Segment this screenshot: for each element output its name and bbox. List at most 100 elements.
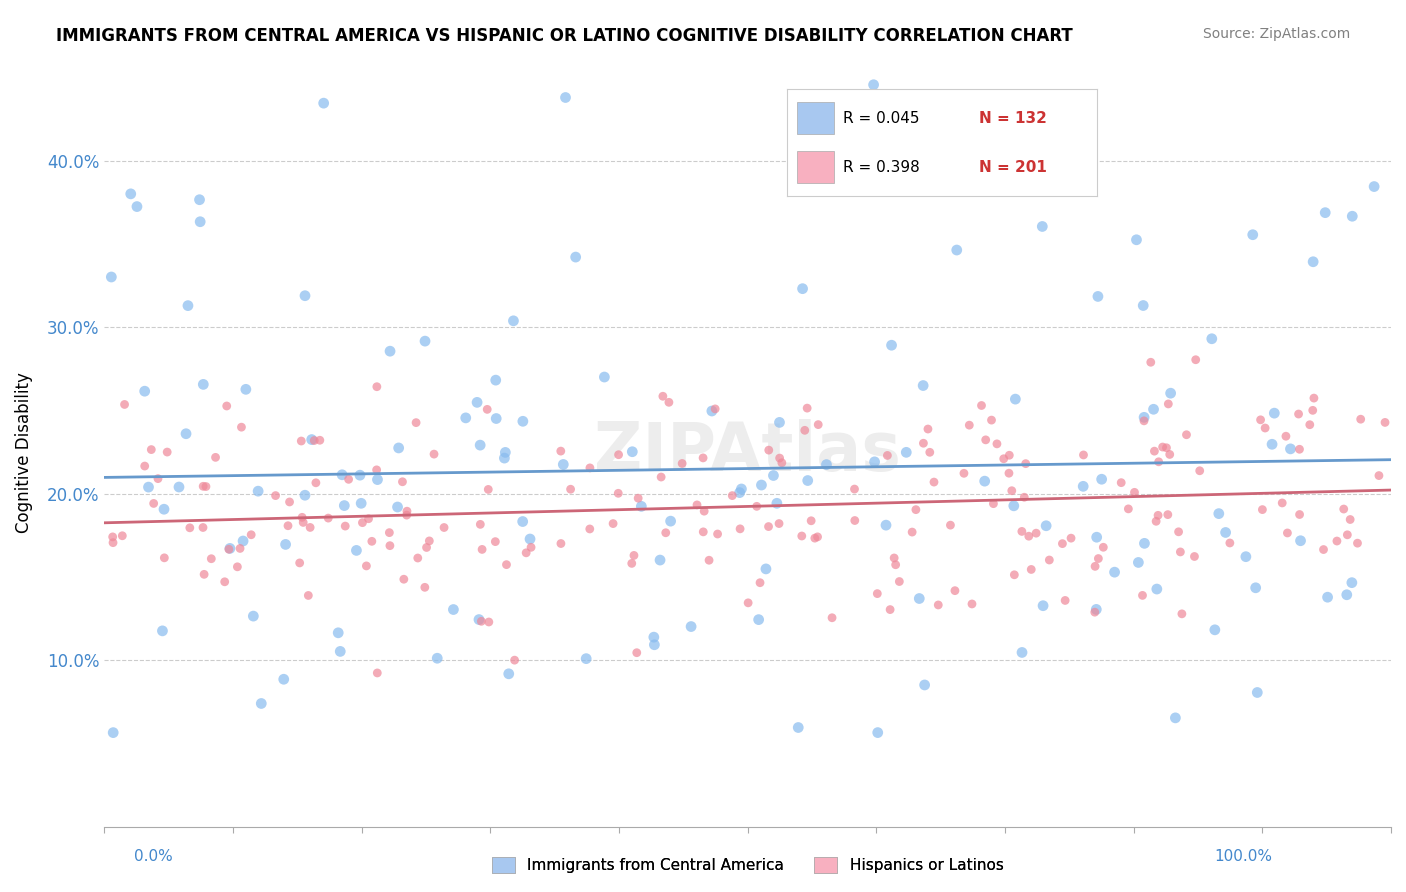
Point — [188, 193, 211, 207]
Point — [1011, 524, 1033, 539]
Point — [692, 450, 714, 465]
Point — [844, 482, 866, 496]
Point — [970, 399, 993, 413]
Point — [728, 522, 751, 536]
Point — [174, 426, 197, 441]
Point — [193, 567, 215, 582]
Point — [1052, 536, 1074, 550]
Text: IMMIGRANTS FROM CENTRAL AMERICA VS HISPANIC OR LATINO COGNITIVE DISABILITY CORRE: IMMIGRANTS FROM CENTRAL AMERICA VS HISPA… — [56, 27, 1073, 45]
Point — [1087, 289, 1109, 303]
Point — [1147, 455, 1170, 469]
Point — [278, 495, 301, 509]
Point — [623, 549, 645, 563]
Point — [242, 609, 264, 624]
Point — [1092, 541, 1115, 555]
Point — [762, 468, 785, 483]
Point — [1002, 499, 1025, 513]
Point — [626, 646, 648, 660]
Point — [602, 516, 624, 531]
Point — [693, 504, 716, 518]
Point — [1246, 685, 1268, 699]
Point — [357, 512, 380, 526]
Point — [650, 470, 672, 484]
Point — [1146, 582, 1168, 596]
Point — [643, 630, 665, 644]
Point — [391, 475, 413, 489]
Point — [103, 725, 125, 739]
Point — [194, 479, 217, 493]
Point — [883, 551, 905, 566]
Point — [350, 496, 373, 510]
Point — [274, 537, 297, 551]
Point — [114, 397, 136, 411]
Point — [1333, 502, 1355, 516]
Point — [142, 496, 165, 510]
Point — [648, 553, 671, 567]
Point — [1271, 496, 1294, 510]
Point — [1147, 508, 1170, 523]
Point — [593, 370, 616, 384]
Point — [153, 502, 176, 516]
Point — [1208, 507, 1230, 521]
Point — [156, 445, 179, 459]
Point — [983, 497, 1005, 511]
Point — [1251, 502, 1274, 516]
Point — [366, 665, 388, 680]
Point — [1133, 414, 1156, 428]
Point — [1132, 588, 1154, 602]
Point — [1002, 567, 1025, 582]
Point — [730, 482, 752, 496]
Point — [502, 314, 524, 328]
Point — [737, 596, 759, 610]
Point — [101, 535, 124, 549]
Point — [153, 550, 176, 565]
Point — [1019, 562, 1042, 576]
Point — [749, 575, 772, 590]
Point — [250, 697, 273, 711]
Point — [111, 529, 134, 543]
Point — [1031, 219, 1053, 234]
Point — [884, 558, 907, 572]
Point — [1312, 542, 1334, 557]
Point — [553, 458, 575, 472]
Point — [889, 574, 911, 589]
Point — [288, 556, 311, 570]
Point — [918, 445, 941, 459]
Point — [1316, 591, 1339, 605]
Point — [806, 530, 828, 544]
Point — [1204, 623, 1226, 637]
Point — [1302, 254, 1324, 268]
Point — [627, 491, 650, 506]
Point — [721, 489, 744, 503]
Point — [291, 510, 314, 524]
Point — [1299, 417, 1322, 432]
Point — [512, 414, 534, 428]
Point — [1288, 407, 1310, 421]
Point — [973, 474, 995, 488]
Point — [101, 530, 124, 544]
Point — [651, 389, 673, 403]
Point — [681, 619, 703, 633]
Point — [993, 451, 1015, 466]
Point — [264, 489, 287, 503]
Point — [1303, 391, 1326, 405]
Point — [1143, 444, 1166, 458]
Point — [655, 525, 678, 540]
Point — [179, 521, 201, 535]
Point — [193, 377, 215, 392]
Point — [232, 534, 254, 549]
Point — [575, 651, 598, 665]
Point — [974, 433, 997, 447]
Point — [1025, 526, 1047, 541]
Point — [1326, 534, 1348, 549]
Point — [658, 395, 681, 409]
Point — [465, 395, 488, 409]
Point — [1254, 421, 1277, 435]
Point — [299, 520, 322, 534]
Point — [766, 496, 789, 510]
Point — [226, 559, 249, 574]
Point — [796, 474, 818, 488]
Point — [821, 611, 844, 625]
Point — [1362, 179, 1385, 194]
Point — [904, 502, 927, 516]
